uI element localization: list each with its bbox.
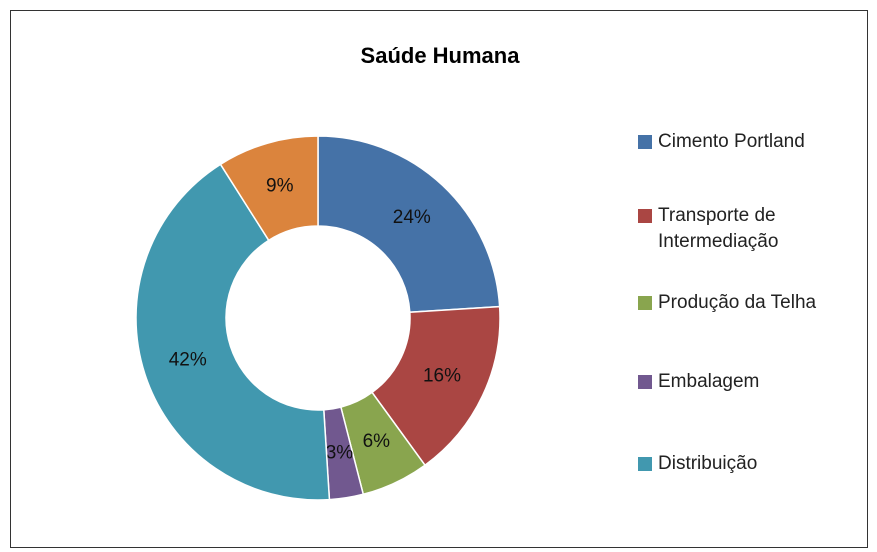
legend-label: Produção da Telha [658, 292, 817, 313]
legend-item: Transporte de Intermediação [638, 203, 863, 255]
data-label: 16% [423, 365, 461, 386]
legend-label: Embalagem [658, 371, 760, 392]
legend-item: Produção da Telha [638, 290, 863, 316]
legend-label: Cimento Portland [658, 131, 805, 152]
legend-swatch [638, 209, 652, 223]
legend-item: Embalagem [638, 369, 863, 395]
pie-slice [135, 163, 331, 501]
pie-slice [371, 305, 501, 467]
legend-item: Distribuição [638, 451, 863, 477]
pie-slice [317, 135, 501, 314]
data-label: 9% [266, 175, 294, 196]
legend-item: Cimento Portland [638, 129, 863, 155]
data-label: 24% [393, 207, 431, 228]
legend-swatch [638, 457, 652, 471]
pie-slice [219, 135, 319, 242]
legend-label: Transporte de Intermediação [658, 205, 779, 252]
legend-swatch [638, 375, 652, 389]
legend-label: Distribuição [658, 453, 758, 474]
data-label: 42% [169, 349, 207, 370]
data-label: 6% [363, 431, 391, 452]
chart-title: Saúde Humana [361, 43, 521, 68]
data-label: 3% [326, 442, 354, 463]
legend-swatch [638, 296, 652, 310]
legend-swatch [638, 135, 652, 149]
